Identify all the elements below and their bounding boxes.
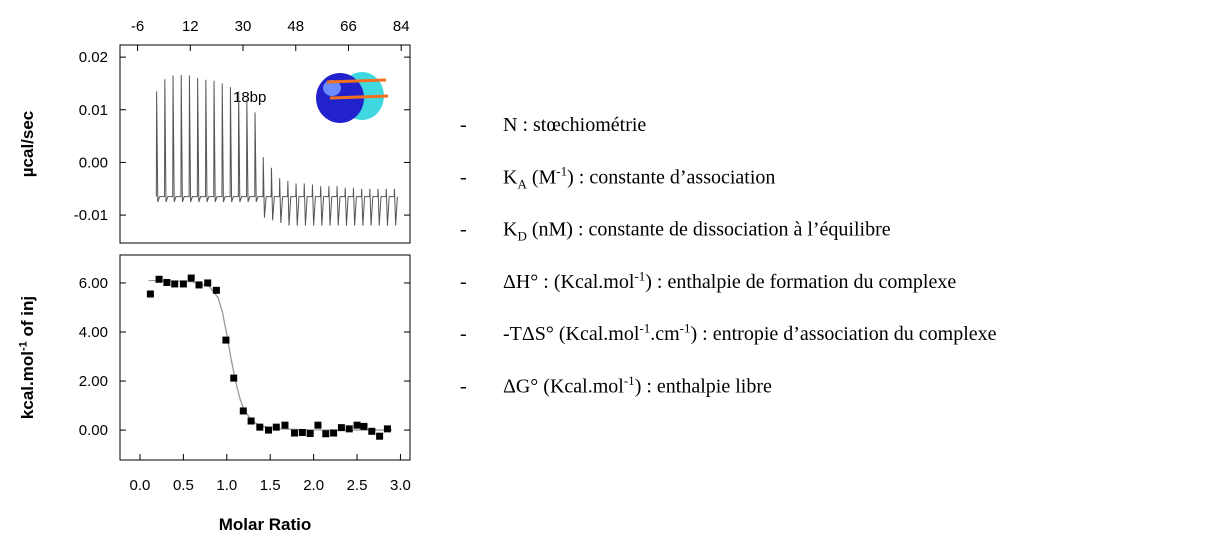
y-tick-label: -0.01 xyxy=(74,207,108,224)
data-point xyxy=(314,421,322,429)
x-tick-label: 84 xyxy=(393,18,410,35)
data-point xyxy=(345,425,353,433)
text-segment: ) : constante d’association xyxy=(567,166,775,188)
data-point xyxy=(256,423,264,431)
data-point xyxy=(204,279,212,287)
data-line xyxy=(155,75,398,226)
y-axis-label: µcal/sec xyxy=(18,111,37,178)
data-point xyxy=(212,286,220,294)
x-tick-label: 48 xyxy=(287,18,304,35)
dna-strand xyxy=(326,78,387,84)
protein-shape xyxy=(323,80,341,96)
x-tick-label: 1.5 xyxy=(260,477,281,494)
data-point xyxy=(272,423,280,431)
bullet: - xyxy=(460,271,467,293)
text-segment: -1 xyxy=(634,268,645,283)
x-tick-label: 66 xyxy=(340,18,357,35)
text-segment: -1 xyxy=(556,164,567,179)
data-point xyxy=(171,280,179,288)
text-segment: -1 xyxy=(18,341,30,351)
bullet: - xyxy=(460,219,467,241)
data-point xyxy=(298,429,306,437)
x-tick-label: -6 xyxy=(131,18,144,35)
data-point xyxy=(155,275,163,283)
text-segment: D xyxy=(517,229,526,244)
data-point xyxy=(163,278,171,286)
data-point xyxy=(337,424,345,432)
text-segment: K xyxy=(503,166,518,188)
data-line xyxy=(148,279,392,431)
text-segment: -1 xyxy=(639,321,650,336)
data-point xyxy=(322,430,330,438)
text-segment: -1 xyxy=(624,373,635,388)
bullet: - xyxy=(460,376,467,398)
data-point xyxy=(376,432,384,440)
text-segment: -1 xyxy=(680,321,691,336)
data-point xyxy=(179,280,187,288)
text-segment: ΔG° (Kcal.mol xyxy=(503,376,624,398)
bullet: - xyxy=(460,114,467,136)
x-tick-label: 0.5 xyxy=(173,477,194,494)
data-point xyxy=(222,336,230,344)
dna-strand xyxy=(329,94,389,100)
data-point xyxy=(247,417,255,425)
text-segment: A xyxy=(517,176,527,191)
data-point xyxy=(187,274,195,282)
x-tick-label: 12 xyxy=(182,18,199,35)
y-tick-label: 4.00 xyxy=(79,324,108,341)
text-segment: N : stœchiométrie xyxy=(503,114,646,136)
list-item: ΔG° (Kcal.mol-1) : enthalpie libre xyxy=(503,373,772,398)
x-axis-label: Molar Ratio xyxy=(219,515,312,534)
plot-frame xyxy=(119,254,411,461)
text-segment: kcal.mol xyxy=(18,351,37,419)
y-tick-label: 2.00 xyxy=(79,373,108,390)
data-point xyxy=(383,425,391,433)
data-point xyxy=(230,374,238,382)
list-item: N : stœchiométrie xyxy=(503,114,646,136)
data-point xyxy=(360,422,368,430)
x-tick-label: 2.5 xyxy=(347,477,368,494)
bullet: - xyxy=(460,323,467,345)
data-point xyxy=(368,427,376,435)
data-point xyxy=(330,429,338,437)
bullet: - xyxy=(460,166,467,188)
list-item: KA (M-1) : constante d’association xyxy=(503,164,775,192)
text-segment: -TΔS° (Kcal.mol xyxy=(503,323,640,345)
y-tick-label: 6.00 xyxy=(79,275,108,292)
annotation: 18bp xyxy=(233,89,266,106)
text-segment: of inj xyxy=(18,296,37,341)
y-tick-label: 0.00 xyxy=(79,154,108,171)
data-point xyxy=(195,281,203,289)
text-segment: .cm xyxy=(650,323,680,345)
data-point xyxy=(281,421,289,429)
y-axis-label: kcal.mol-1 of inj xyxy=(18,296,37,419)
protein-icon xyxy=(316,72,389,123)
data-point xyxy=(306,430,314,438)
text-segment: ) : entropie d’association du complexe xyxy=(691,323,997,345)
data-point xyxy=(291,429,299,437)
data-point xyxy=(264,426,272,434)
x-tick-label: 3.0 xyxy=(390,477,411,494)
list-item: -TΔS° (Kcal.mol-1.cm-1) : entropie d’ass… xyxy=(503,321,997,346)
text-segment: ) : enthalpie de formation du complexe xyxy=(645,271,956,293)
text-segment: ) : enthalpie libre xyxy=(635,376,772,398)
list-item: KD (nM) : constante de dissociation à l’… xyxy=(503,219,891,244)
x-tick-label: 0.0 xyxy=(130,477,151,494)
list-item: ΔH° : (Kcal.mol-1) : enthalpie de format… xyxy=(503,268,956,293)
data-point xyxy=(146,290,154,298)
plot-frame xyxy=(119,44,411,244)
data-point xyxy=(239,407,247,415)
y-tick-label: 0.02 xyxy=(79,49,108,66)
text-segment: (M xyxy=(527,166,557,188)
y-tick-label: 0.01 xyxy=(79,102,108,119)
text-segment: (nM) : constante de dissociation à l’équ… xyxy=(527,219,891,241)
text-segment: K xyxy=(503,219,518,241)
text-segment: ΔH° : (Kcal.mol xyxy=(503,271,635,293)
x-tick-label: 30 xyxy=(235,18,252,35)
x-tick-label: 1.0 xyxy=(216,477,237,494)
x-tick-label: 2.0 xyxy=(303,477,324,494)
y-tick-label: 0.00 xyxy=(79,422,108,439)
data-point xyxy=(353,421,361,429)
